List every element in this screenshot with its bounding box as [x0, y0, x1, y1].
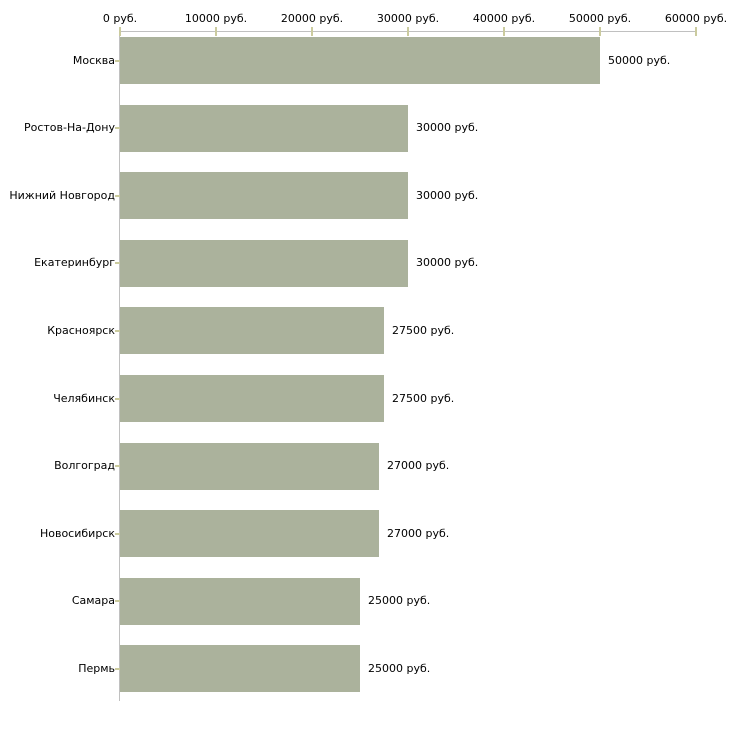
x-tick-label: 40000 руб. [472, 12, 536, 25]
value-label: 30000 руб. [416, 121, 479, 135]
value-label: 27500 руб. [392, 323, 455, 337]
category-label: Екатеринбург [34, 256, 115, 270]
x-tick-label: 30000 руб. [376, 12, 440, 25]
bar [120, 375, 384, 422]
category-tick [115, 397, 124, 400]
category-label: Новосибирск [39, 526, 115, 540]
bar [120, 577, 360, 625]
bar [120, 239, 408, 287]
category-tick [115, 329, 124, 332]
value-label: 25000 руб. [368, 661, 431, 675]
category-tick [115, 127, 124, 130]
category-tick [115, 667, 124, 670]
y-axis-line [119, 31, 120, 701]
x-tick [695, 27, 697, 36]
x-tick [503, 27, 505, 36]
x-tick [119, 27, 121, 36]
x-tick [311, 27, 313, 36]
bar [120, 104, 408, 152]
bar [120, 172, 408, 220]
x-tick [599, 27, 601, 36]
category-tick [115, 262, 124, 265]
category-label: Москва [72, 53, 115, 67]
category-label: Волгоград [54, 459, 115, 473]
category-label: Нижний Новгород [9, 188, 115, 202]
x-tick-label: 60000 руб. [664, 12, 728, 25]
x-tick [215, 27, 217, 36]
bar [120, 645, 360, 693]
category-tick [115, 194, 124, 197]
value-label: 30000 руб. [416, 188, 479, 202]
value-label: 50000 руб. [608, 53, 671, 67]
category-tick [115, 465, 124, 468]
category-label: Самара [71, 594, 115, 608]
value-label: 30000 руб. [416, 256, 479, 270]
x-tick-label: 20000 руб. [280, 12, 344, 25]
bar [120, 510, 379, 558]
value-label: 27000 руб. [387, 526, 450, 540]
bar [120, 37, 600, 84]
bar [120, 307, 384, 355]
category-label: Ростов-На-Дону [23, 121, 115, 135]
x-tick [407, 27, 409, 36]
category-label: Пермь [78, 661, 115, 675]
category-tick [115, 59, 124, 62]
value-label: 27000 руб. [387, 459, 450, 473]
x-tick-label: 50000 руб. [568, 12, 632, 25]
value-label: 25000 руб. [368, 594, 431, 608]
category-label: Челябинск [53, 391, 115, 405]
category-label: Красноярск [47, 323, 115, 337]
x-tick-label: 0 руб. [102, 12, 138, 25]
category-tick [115, 600, 124, 603]
category-tick [115, 532, 124, 535]
value-label: 27500 руб. [392, 391, 455, 405]
bar [120, 442, 379, 490]
x-tick-label: 10000 руб. [184, 12, 248, 25]
